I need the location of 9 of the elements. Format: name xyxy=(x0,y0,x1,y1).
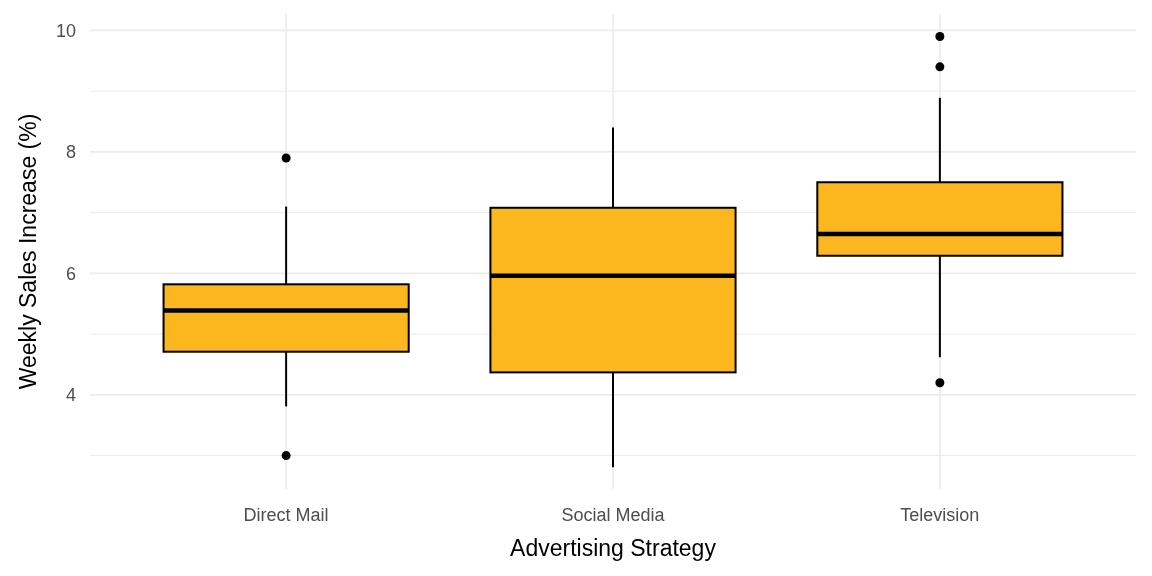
y-axis-title: Weekly Sales Increase (%) xyxy=(15,113,41,390)
y-tick-label: 10 xyxy=(55,20,76,41)
y-tick-label: 8 xyxy=(65,142,76,163)
x-axis-title: Advertising Strategy xyxy=(510,535,717,561)
x-tick-label: Direct Mail xyxy=(243,505,329,525)
x-tick-label: Social Media xyxy=(561,505,666,525)
x-tick-label: Television xyxy=(900,505,980,525)
y-tick-label: 4 xyxy=(65,385,76,406)
y-tick-label: 6 xyxy=(65,263,76,284)
